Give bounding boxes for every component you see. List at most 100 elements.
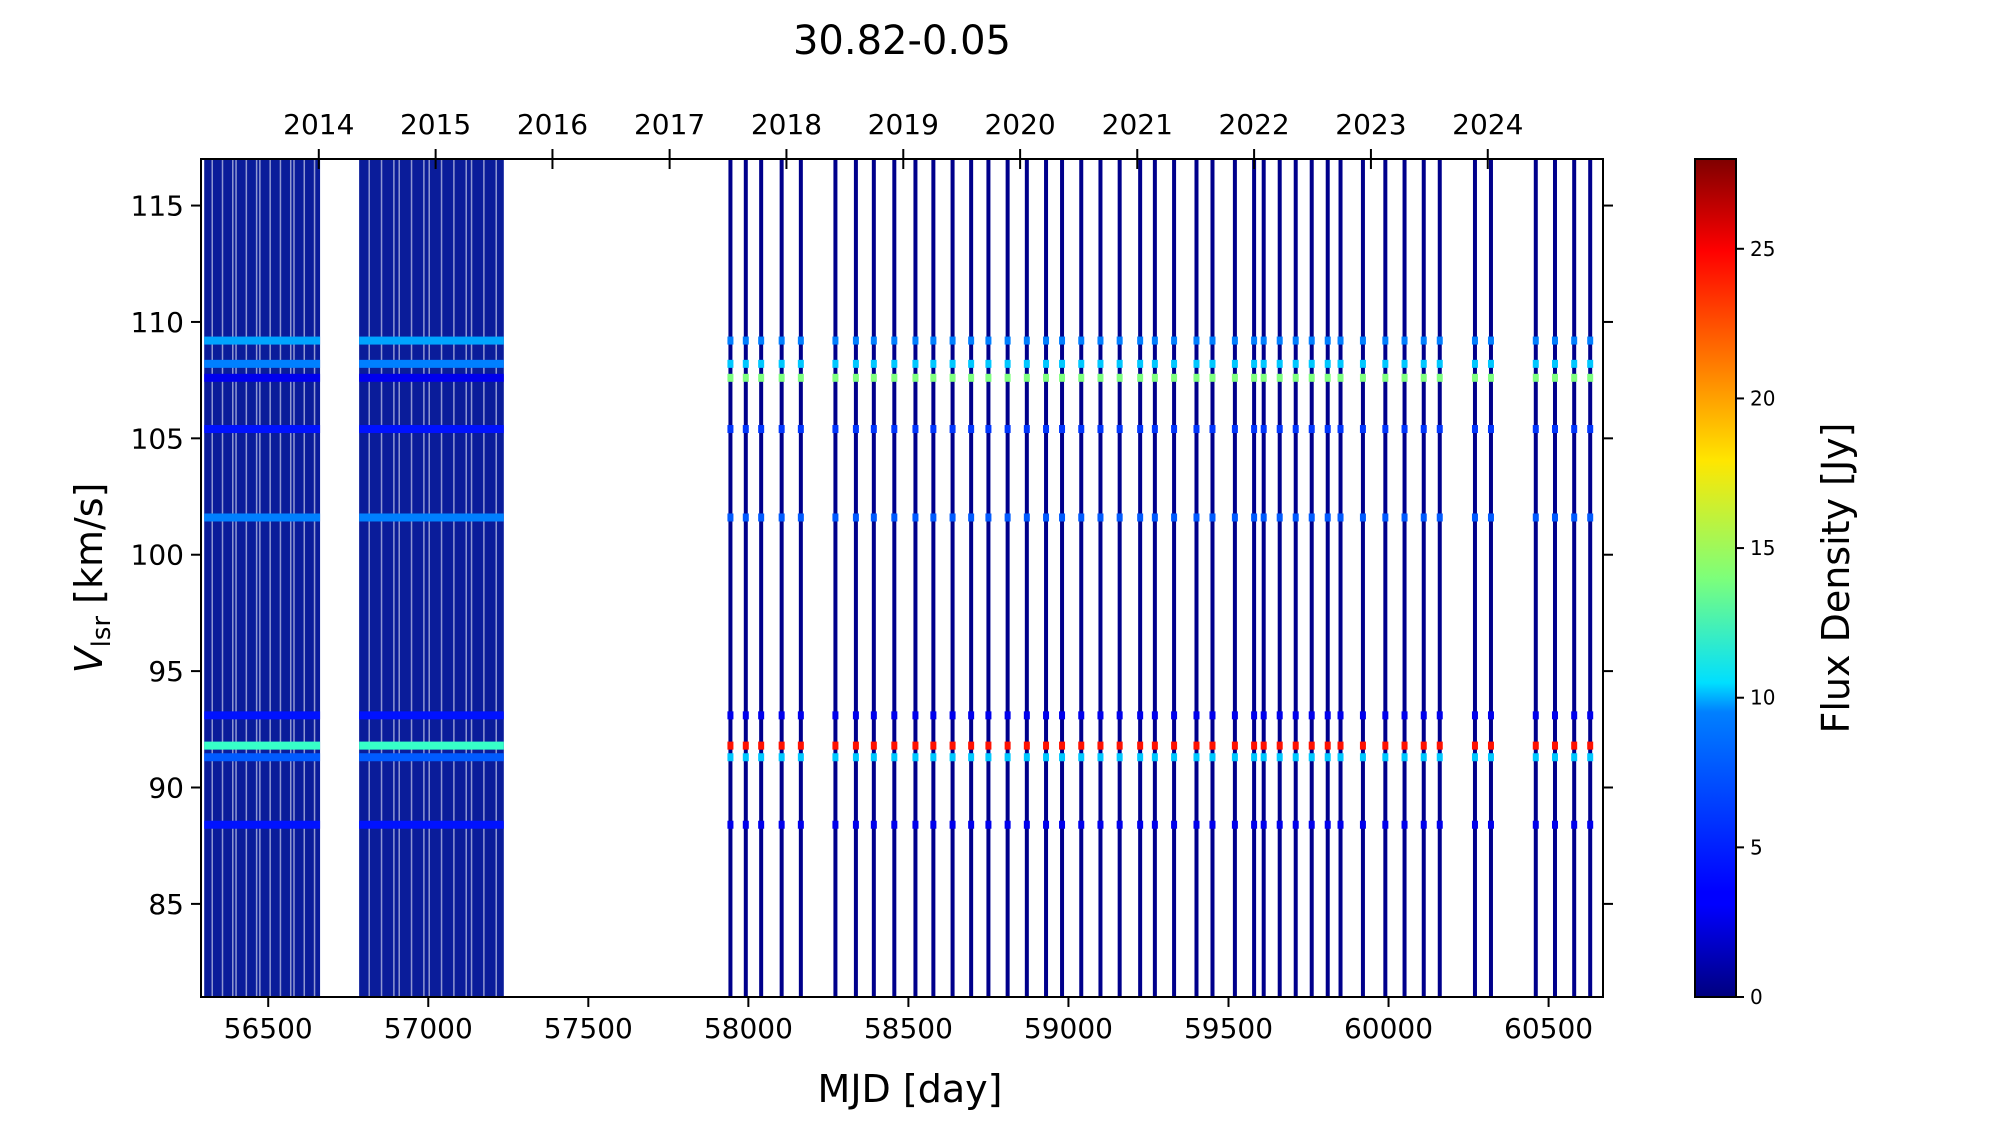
epoch-feature-mark bbox=[1193, 741, 1200, 750]
observing-block-gap bbox=[470, 159, 473, 997]
epoch-feature-mark bbox=[1292, 820, 1299, 829]
observing-block-gap bbox=[428, 159, 430, 997]
epoch-feature-mark bbox=[891, 741, 898, 750]
epoch-feature-mark bbox=[1359, 820, 1366, 829]
epoch-feature-mark bbox=[1004, 711, 1011, 720]
observing-block-gap bbox=[423, 159, 425, 997]
epoch-feature-mark bbox=[742, 359, 749, 368]
epoch-feature-mark bbox=[1251, 741, 1258, 750]
epoch-feature-mark bbox=[985, 711, 992, 720]
epoch-feature-mark bbox=[870, 373, 877, 382]
epoch-feature-mark bbox=[1587, 336, 1594, 345]
colorbar-tick-label: 10 bbox=[1750, 686, 1775, 710]
epoch-feature-mark bbox=[1171, 820, 1178, 829]
epoch-feature-mark bbox=[742, 711, 749, 720]
epoch-feature-mark bbox=[949, 820, 956, 829]
epoch-feature-mark bbox=[1324, 513, 1331, 522]
epoch-feature-mark bbox=[1116, 741, 1123, 750]
observing-block-gap bbox=[368, 159, 370, 997]
epoch-feature-mark bbox=[758, 359, 765, 368]
epoch-feature-mark bbox=[1251, 336, 1258, 345]
epoch-feature-mark bbox=[778, 425, 785, 434]
dense-observation-blocks bbox=[204, 159, 504, 997]
epoch-feature-mark bbox=[1137, 513, 1144, 522]
feature-band bbox=[359, 711, 504, 720]
epoch-line bbox=[1060, 159, 1065, 997]
epoch-feature-mark bbox=[1023, 425, 1030, 434]
epoch-feature-mark bbox=[1587, 373, 1594, 382]
epoch-feature-mark bbox=[1260, 359, 1267, 368]
epoch-feature-mark bbox=[1023, 820, 1030, 829]
epoch-feature-mark bbox=[852, 373, 859, 382]
epoch-feature-mark bbox=[1292, 711, 1299, 720]
epoch-feature-mark bbox=[852, 425, 859, 434]
epoch-feature-mark bbox=[1551, 711, 1558, 720]
epoch-feature-mark bbox=[930, 753, 937, 762]
epoch-feature-mark bbox=[797, 425, 804, 434]
epoch-line bbox=[779, 159, 784, 997]
epoch-feature-mark bbox=[1308, 425, 1315, 434]
epoch-feature-mark bbox=[1308, 741, 1315, 750]
epoch-feature-mark bbox=[1587, 425, 1594, 434]
epoch-feature-mark bbox=[985, 373, 992, 382]
epoch-feature-mark bbox=[1023, 336, 1030, 345]
epoch-feature-mark bbox=[1116, 336, 1123, 345]
epoch-feature-mark bbox=[1324, 820, 1331, 829]
epoch-feature-mark bbox=[1401, 336, 1408, 345]
epoch-feature-mark bbox=[891, 753, 898, 762]
colorbar-tick-label: 20 bbox=[1750, 386, 1775, 410]
epoch-line bbox=[1421, 159, 1426, 997]
epoch-feature-mark bbox=[1420, 336, 1427, 345]
epoch-feature-mark bbox=[1171, 741, 1178, 750]
epoch-feature-mark bbox=[727, 753, 734, 762]
epoch-feature-mark bbox=[949, 425, 956, 434]
epoch-feature-mark bbox=[1308, 513, 1315, 522]
epoch-feature-mark bbox=[930, 741, 937, 750]
epoch-feature-mark bbox=[1097, 513, 1104, 522]
epoch-feature-mark bbox=[1059, 753, 1066, 762]
feature-band bbox=[204, 425, 321, 434]
observing-block-gap bbox=[289, 159, 292, 997]
epoch-feature-mark bbox=[1382, 711, 1389, 720]
epoch-feature-mark bbox=[968, 359, 975, 368]
observing-block-gap bbox=[221, 159, 224, 997]
epoch-feature-mark bbox=[1292, 359, 1299, 368]
epoch-feature-mark bbox=[1359, 359, 1366, 368]
epoch-feature-mark bbox=[1292, 373, 1299, 382]
epoch-feature-mark bbox=[1116, 373, 1123, 382]
epoch-feature-mark bbox=[1209, 425, 1216, 434]
epoch-line bbox=[1261, 159, 1266, 997]
epoch-feature-mark bbox=[1151, 820, 1158, 829]
epoch-feature-mark bbox=[1193, 359, 1200, 368]
epoch-line bbox=[913, 159, 918, 997]
epoch-feature-mark bbox=[1487, 513, 1494, 522]
epoch-feature-mark bbox=[1276, 711, 1283, 720]
epoch-line bbox=[1210, 159, 1215, 997]
feature-band bbox=[204, 359, 321, 368]
epoch-feature-mark bbox=[1193, 336, 1200, 345]
epoch-feature-mark bbox=[968, 513, 975, 522]
epoch-feature-mark bbox=[1193, 373, 1200, 382]
epoch-feature-mark bbox=[1324, 373, 1331, 382]
epoch-feature-mark bbox=[1043, 513, 1050, 522]
epoch-feature-mark bbox=[1137, 820, 1144, 829]
epoch-feature-mark bbox=[1436, 711, 1443, 720]
epoch-feature-mark bbox=[912, 425, 919, 434]
epoch-feature-mark bbox=[1487, 741, 1494, 750]
epoch-feature-mark bbox=[1436, 513, 1443, 522]
x-tick-label: 57500 bbox=[544, 1012, 633, 1045]
epoch-feature-mark bbox=[1401, 711, 1408, 720]
observing-block bbox=[359, 159, 504, 997]
epoch-feature-mark bbox=[1097, 425, 1104, 434]
epoch-feature-mark bbox=[968, 336, 975, 345]
epoch-feature-mark bbox=[1420, 820, 1427, 829]
epoch-feature-mark bbox=[1292, 425, 1299, 434]
epoch-feature-mark bbox=[1231, 820, 1238, 829]
epoch-feature-mark bbox=[1551, 373, 1558, 382]
epoch-feature-mark bbox=[1097, 820, 1104, 829]
epoch-feature-mark bbox=[1401, 373, 1408, 382]
epoch-feature-mark bbox=[1324, 741, 1331, 750]
epoch-feature-mark bbox=[1116, 711, 1123, 720]
epoch-feature-mark bbox=[1137, 753, 1144, 762]
y-tick-label: 100 bbox=[131, 539, 184, 572]
